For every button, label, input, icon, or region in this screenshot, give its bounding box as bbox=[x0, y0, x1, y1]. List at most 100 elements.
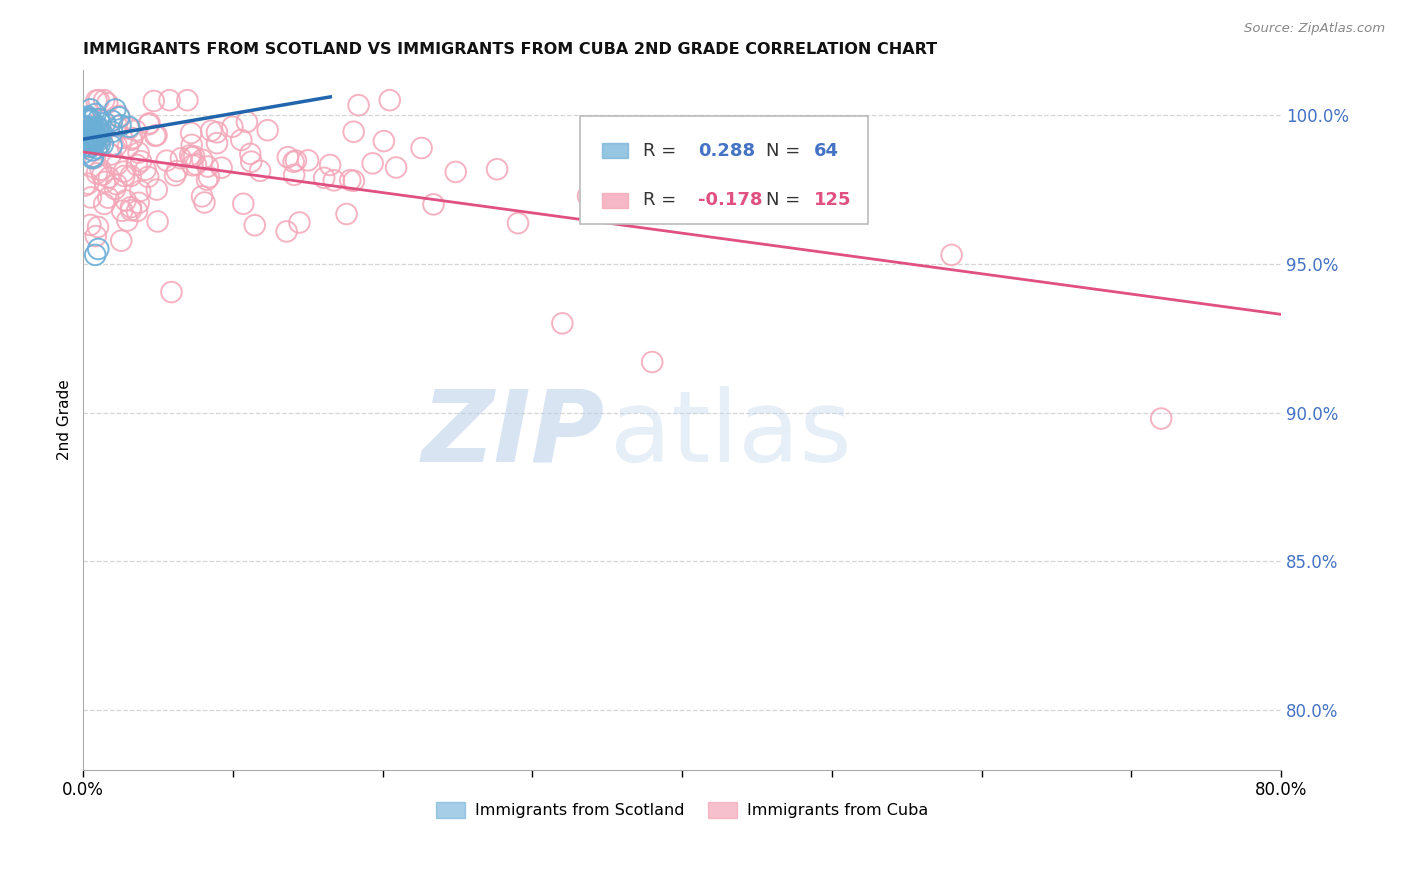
Point bbox=[221, 120, 243, 134]
Point bbox=[73, 134, 96, 148]
Point bbox=[75, 133, 97, 147]
Point bbox=[75, 112, 97, 127]
Point bbox=[77, 133, 100, 147]
Point bbox=[146, 183, 169, 197]
Point bbox=[191, 153, 214, 167]
Point bbox=[941, 248, 963, 262]
Text: atlas: atlas bbox=[610, 385, 852, 483]
Point bbox=[211, 161, 233, 175]
Text: R =: R = bbox=[643, 192, 682, 210]
Point bbox=[105, 119, 128, 133]
Point bbox=[75, 125, 97, 139]
Point bbox=[112, 169, 135, 183]
Point bbox=[197, 160, 219, 174]
Point bbox=[205, 136, 228, 150]
Point bbox=[236, 115, 259, 129]
Point bbox=[283, 168, 305, 182]
Point bbox=[146, 214, 169, 228]
Point bbox=[73, 178, 96, 193]
Point bbox=[198, 170, 221, 185]
Point bbox=[105, 138, 128, 153]
Point bbox=[84, 107, 107, 121]
Point bbox=[86, 166, 108, 180]
Point bbox=[180, 150, 202, 164]
Point bbox=[486, 162, 509, 177]
Point bbox=[1150, 411, 1173, 425]
Point bbox=[120, 169, 142, 183]
Point bbox=[94, 116, 117, 130]
Point bbox=[79, 139, 101, 153]
Point bbox=[129, 184, 152, 198]
Point bbox=[283, 154, 305, 169]
Point bbox=[347, 98, 370, 112]
Point bbox=[184, 157, 207, 171]
Point bbox=[343, 125, 366, 139]
Text: 0.288: 0.288 bbox=[697, 142, 755, 160]
Point bbox=[166, 164, 188, 178]
Text: -0.178: -0.178 bbox=[697, 192, 762, 210]
Point bbox=[84, 131, 107, 145]
Point bbox=[551, 316, 574, 330]
Text: R =: R = bbox=[643, 142, 682, 160]
Point bbox=[104, 182, 127, 196]
Point bbox=[343, 174, 366, 188]
Point bbox=[86, 94, 108, 108]
Point bbox=[87, 219, 110, 234]
Legend: Immigrants from Scotland, Immigrants from Cuba: Immigrants from Scotland, Immigrants fro… bbox=[430, 796, 934, 824]
Point bbox=[91, 168, 114, 182]
Point bbox=[239, 146, 262, 161]
Point bbox=[76, 131, 98, 145]
Point bbox=[314, 170, 336, 185]
Point bbox=[411, 141, 433, 155]
Point bbox=[108, 110, 131, 124]
Point bbox=[191, 189, 214, 203]
Point bbox=[104, 103, 127, 117]
Point bbox=[156, 153, 179, 168]
Text: 64: 64 bbox=[814, 142, 839, 160]
Text: IMMIGRANTS FROM SCOTLAND VS IMMIGRANTS FROM CUBA 2ND GRADE CORRELATION CHART: IMMIGRANTS FROM SCOTLAND VS IMMIGRANTS F… bbox=[83, 42, 938, 57]
Point bbox=[181, 158, 204, 172]
Point bbox=[76, 112, 98, 127]
Point bbox=[180, 126, 202, 140]
Point bbox=[249, 164, 271, 178]
Point bbox=[319, 158, 342, 172]
Point bbox=[80, 130, 103, 145]
Text: ZIP: ZIP bbox=[422, 385, 605, 483]
Point bbox=[76, 131, 98, 145]
Point bbox=[112, 164, 135, 178]
Point bbox=[83, 124, 105, 138]
Point bbox=[75, 129, 97, 144]
Point bbox=[297, 153, 319, 168]
Point bbox=[111, 203, 134, 218]
Point bbox=[193, 195, 215, 210]
Point bbox=[77, 123, 100, 137]
Point bbox=[117, 213, 139, 227]
Point bbox=[96, 96, 118, 111]
Point bbox=[84, 248, 107, 262]
Point bbox=[94, 175, 117, 189]
Point bbox=[243, 218, 266, 232]
Point bbox=[80, 113, 103, 128]
Point bbox=[89, 136, 111, 151]
FancyBboxPatch shape bbox=[602, 143, 628, 158]
Point bbox=[82, 144, 104, 158]
Point bbox=[277, 150, 299, 164]
Point bbox=[125, 204, 148, 219]
Point bbox=[138, 116, 160, 130]
Point bbox=[73, 128, 96, 142]
Point bbox=[322, 173, 344, 187]
Text: N =: N = bbox=[766, 192, 806, 210]
Y-axis label: 2nd Grade: 2nd Grade bbox=[58, 380, 72, 460]
Point bbox=[86, 125, 108, 139]
Point bbox=[114, 194, 136, 208]
Point bbox=[91, 137, 114, 152]
Point bbox=[129, 154, 152, 169]
Point bbox=[143, 128, 166, 143]
Point bbox=[136, 169, 159, 184]
Point bbox=[576, 189, 599, 203]
Point bbox=[361, 156, 384, 170]
Point bbox=[110, 234, 132, 248]
Point bbox=[101, 113, 124, 128]
Point bbox=[79, 130, 101, 145]
Point bbox=[128, 145, 150, 160]
